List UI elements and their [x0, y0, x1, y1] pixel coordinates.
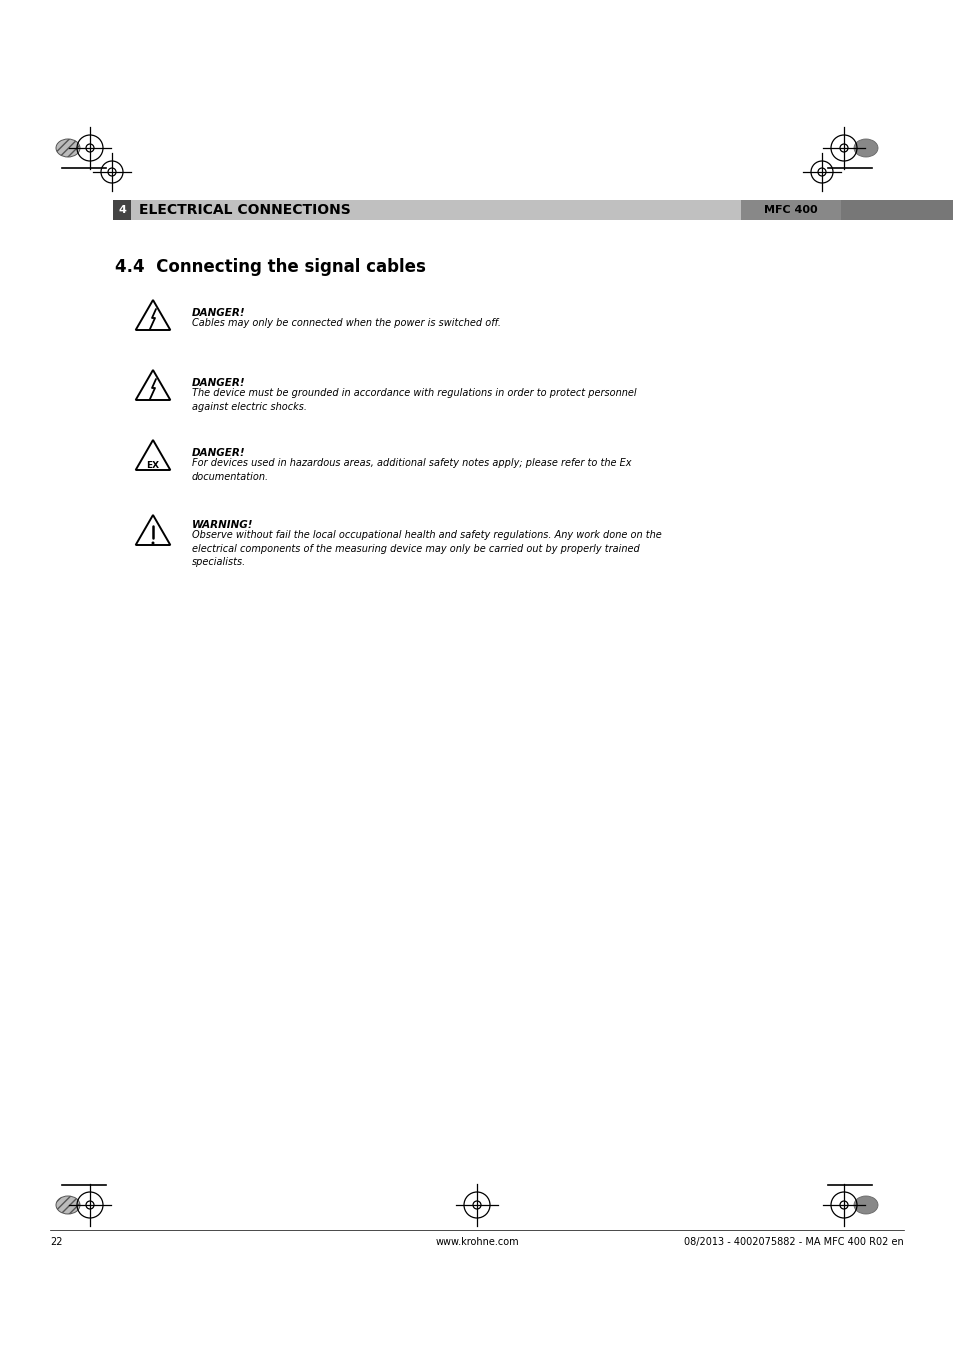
Text: 4.4  Connecting the signal cables: 4.4 Connecting the signal cables — [115, 258, 425, 275]
Text: 08/2013 - 4002075882 - MA MFC 400 R02 en: 08/2013 - 4002075882 - MA MFC 400 R02 en — [683, 1237, 903, 1247]
Text: The device must be grounded in accordance with regulations in order to protect p: The device must be grounded in accordanc… — [192, 387, 636, 412]
Text: DANGER!: DANGER! — [192, 378, 245, 387]
Circle shape — [152, 541, 154, 544]
Text: ELECTRICAL CONNECTIONS: ELECTRICAL CONNECTIONS — [139, 202, 351, 217]
Bar — [112, 200, 131, 220]
Text: EX: EX — [146, 460, 159, 470]
Ellipse shape — [853, 139, 877, 157]
Polygon shape — [135, 370, 171, 400]
Text: DANGER!: DANGER! — [192, 308, 245, 319]
Polygon shape — [135, 300, 171, 329]
Text: 4: 4 — [118, 205, 126, 215]
Text: www.krohne.com: www.krohne.com — [435, 1237, 518, 1247]
Ellipse shape — [56, 1196, 80, 1214]
Text: MFC 400: MFC 400 — [763, 205, 817, 215]
Bar — [131, 200, 740, 220]
Bar — [841, 200, 953, 220]
Polygon shape — [135, 440, 171, 470]
Text: WARNING!: WARNING! — [192, 520, 253, 531]
Polygon shape — [135, 514, 171, 545]
Bar — [740, 200, 841, 220]
Text: Observe without fail the local occupational health and safety regulations. Any w: Observe without fail the local occupatio… — [192, 531, 661, 567]
Text: 22: 22 — [50, 1237, 63, 1247]
Text: For devices used in hazardous areas, additional safety notes apply; please refer: For devices used in hazardous areas, add… — [192, 458, 631, 482]
Text: DANGER!: DANGER! — [192, 448, 245, 458]
Ellipse shape — [853, 1196, 877, 1214]
Ellipse shape — [56, 139, 80, 157]
Text: Cables may only be connected when the power is switched off.: Cables may only be connected when the po… — [192, 319, 500, 328]
